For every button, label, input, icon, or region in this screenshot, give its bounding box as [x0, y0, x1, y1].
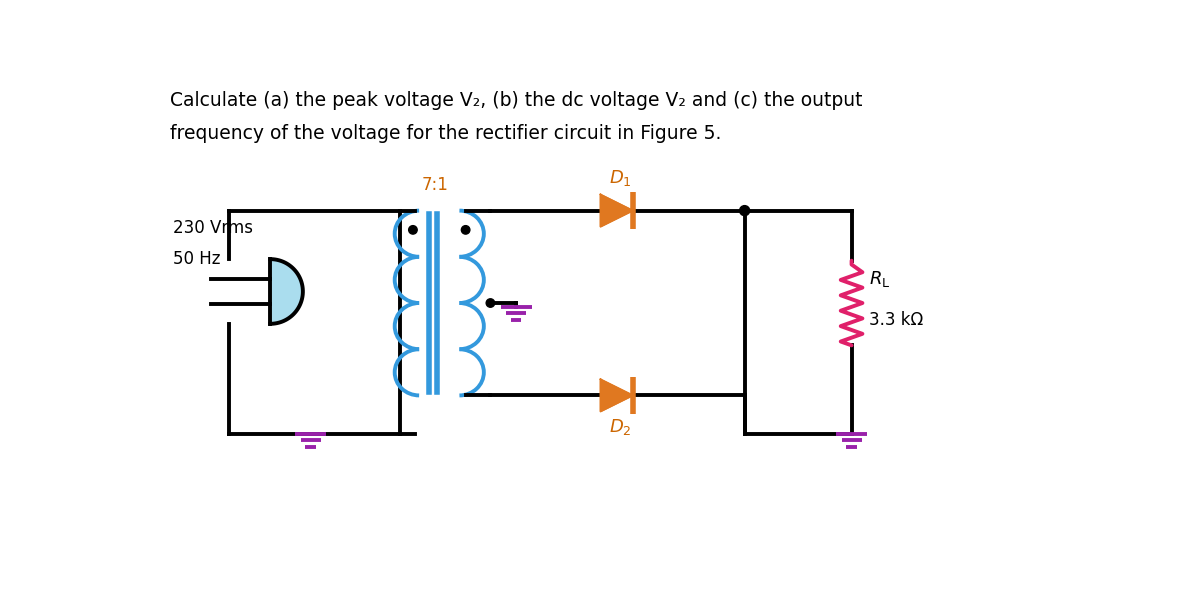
Text: 7:1: 7:1: [421, 176, 448, 194]
Text: $D_1$: $D_1$: [609, 167, 632, 188]
Polygon shape: [601, 194, 633, 227]
Circle shape: [739, 205, 750, 216]
Text: $R_\mathrm{L}$: $R_\mathrm{L}$: [868, 269, 890, 289]
Circle shape: [461, 226, 470, 234]
Text: 230 Vrms: 230 Vrms: [173, 219, 253, 237]
Text: Calculate (a) the peak voltage V₂, (b) the dc voltage V₂ and (c) the output: Calculate (a) the peak voltage V₂, (b) t…: [169, 91, 862, 110]
Circle shape: [486, 299, 494, 307]
Polygon shape: [601, 379, 633, 411]
Text: $D_2$: $D_2$: [609, 417, 632, 437]
Circle shape: [408, 226, 418, 234]
Text: 3.3 kΩ: 3.3 kΩ: [868, 311, 923, 329]
Text: 50 Hz: 50 Hz: [173, 250, 220, 268]
Text: frequency of the voltage for the rectifier circuit in Figure 5.: frequency of the voltage for the rectifi…: [169, 124, 720, 143]
